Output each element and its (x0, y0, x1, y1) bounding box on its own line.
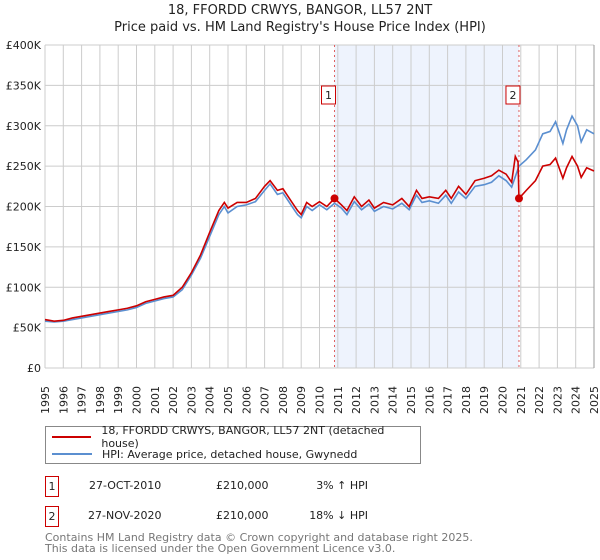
y-tick-label: £150K (6, 241, 42, 254)
x-tick-label: 2018 (460, 386, 473, 414)
x-tick-label: 1995 (39, 386, 52, 414)
footer-line: This data is licensed under the Open Gov… (45, 542, 396, 555)
x-tick-label: 2023 (551, 386, 564, 414)
footer-line: Contains HM Land Registry data © Crown c… (45, 531, 473, 544)
x-tick-label: 2007 (259, 386, 272, 414)
x-tick-label: 2008 (277, 386, 290, 414)
sale-marker-box (505, 85, 521, 105)
sale-hpi: 3% ↑ HPI (316, 479, 368, 492)
x-tick-label: 2011 (332, 386, 345, 414)
sale-row-1: 1 27-OCT-2010 £210,000 3% ↑ HPI (45, 476, 445, 498)
x-tick-label: 2014 (387, 386, 400, 414)
series-line-property (44, 153, 595, 322)
y-tick-label: £50K (13, 322, 42, 335)
legend-label-hpi: HPI: Average price, detached house, Gwyn… (102, 447, 358, 461)
y-tick-label: £100K (6, 281, 42, 294)
chart-title: 18, FFORDD CRWYS, BANGOR, LL57 2NT (167, 3, 433, 18)
sale-price: £210,000 (216, 509, 269, 522)
legend: 18, FFORDD CRWYS, BANGOR, LL57 2NT (deta… (45, 424, 421, 464)
sale-point (514, 194, 523, 203)
sale-date: 27-NOV-2020 (88, 509, 162, 522)
x-tick-label: 2013 (368, 386, 381, 414)
sale-price: £210,000 (216, 479, 269, 492)
y-tick-label: £300K (6, 120, 42, 133)
x-tick-label: 2009 (295, 386, 308, 414)
x-tick-label: 2015 (405, 386, 418, 414)
chart-subtitle: Price paid vs. HM Land Registry's House … (114, 20, 486, 35)
x-tick-label: 1998 (94, 386, 107, 414)
y-tick-label: £250K (6, 160, 42, 173)
x-tick-label: 2001 (149, 386, 162, 414)
sale-marker: 2 (45, 506, 59, 527)
y-tick-label: £350K (6, 79, 42, 92)
x-tick-label: 2016 (423, 386, 436, 414)
sale-marker-label: 1 (325, 89, 332, 102)
x-tick-label: 2000 (131, 386, 144, 414)
y-tick-label: £0 (27, 362, 41, 375)
x-tick-label: 2022 (533, 386, 546, 414)
sale-marker: 1 (45, 476, 59, 497)
x-tick-label: 2002 (167, 386, 180, 414)
x-tick-label: 2024 (570, 386, 583, 414)
legend-swatch-property (52, 436, 92, 438)
x-tick-label: 2019 (478, 386, 491, 414)
x-tick-label: 2012 (350, 386, 363, 414)
sale-row-2: 2 27-NOV-2020 £210,000 18% ↓ HPI (45, 506, 445, 528)
y-tick-label: £400K (6, 39, 42, 52)
x-tick-label: 1996 (57, 386, 70, 414)
sale-marker-box (321, 85, 337, 105)
x-tick-label: 2021 (515, 386, 528, 414)
chart: 1995 1996 1997 1998 1999 2000 2001 2002 2003 2004… (6, 39, 600, 414)
y-tick-label: £200K (6, 201, 42, 214)
legend-label-property: 18, FFORDD CRWYS, BANGOR, LL57 2NT (deta… (101, 424, 385, 450)
sale-marker-label: 2 (509, 89, 516, 102)
x-tick-label: 2020 (497, 386, 510, 414)
x-tick-label: 1997 (76, 386, 89, 414)
x-tick-label: 2017 (442, 386, 455, 414)
sale-date: 27-OCT-2010 (89, 479, 162, 492)
x-tick-label: 2010 (314, 386, 327, 414)
x-tick-label: 2003 (185, 386, 198, 414)
x-tick-label: 1999 (112, 386, 125, 414)
x-tick-label: 2006 (240, 386, 253, 414)
x-tick-label: 2005 (222, 386, 235, 414)
x-tick-label: 2025 (588, 386, 600, 414)
sale-point (330, 194, 339, 203)
legend-swatch-hpi (52, 453, 92, 455)
footer: Contains HM Land Registry data © Crown c… (45, 532, 473, 554)
sale-hpi: 18% ↓ HPI (309, 509, 368, 522)
x-tick-label: 2004 (204, 386, 217, 414)
